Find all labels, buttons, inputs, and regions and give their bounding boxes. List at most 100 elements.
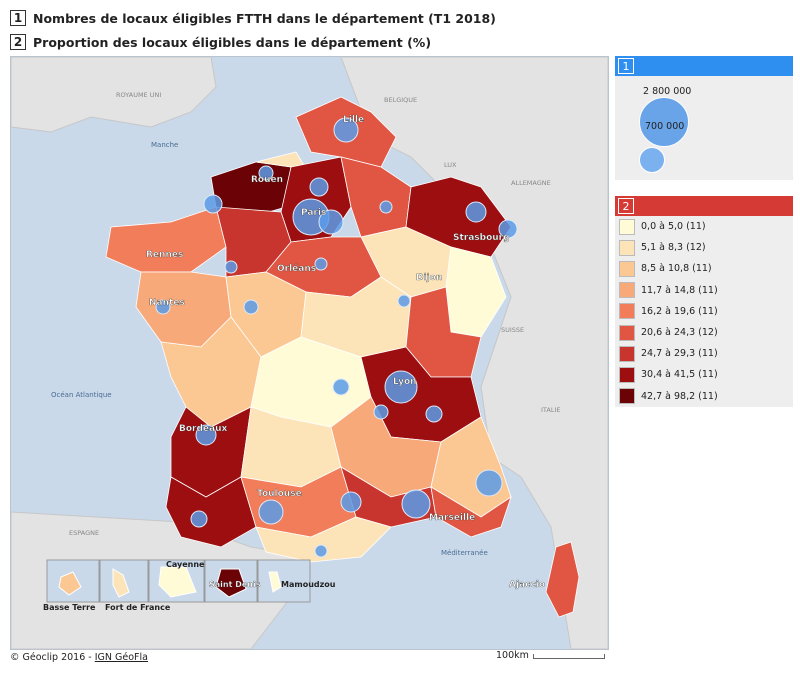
- city-marseille: Marseille: [429, 513, 475, 523]
- scale-bar: [533, 654, 605, 659]
- europe-land: [340, 57, 608, 649]
- legend-class-label: 11,7 à 14,8 (11): [641, 284, 718, 296]
- legend-class-label: 42,7 à 98,2 (11): [641, 390, 718, 402]
- scale-label: 100km: [496, 650, 529, 661]
- legend-2-number: 2: [618, 198, 634, 214]
- legend-swatch: [619, 324, 635, 341]
- city-ajaccio: Ajaccio: [509, 580, 545, 590]
- country-label-allemagne: ALLEMAGNE: [511, 179, 551, 187]
- bubble-montpellier: [340, 491, 362, 513]
- title-2: 2 Proportion des locaux éligibles dans l…: [10, 32, 431, 52]
- legend-2-header: 2: [615, 196, 793, 216]
- legend-class-label: 20,6 à 24,3 (12): [641, 327, 718, 339]
- map-canvas[interactable]: Manche Océan Atlantique Méditerranée ROY…: [11, 57, 608, 649]
- city-dijon: Dijon: [416, 273, 442, 283]
- bubbles: [155, 117, 518, 558]
- legend-swatch: [619, 239, 635, 256]
- ign-geofla-link[interactable]: IGN GéoFla: [94, 652, 148, 663]
- bubble-perpignan: [314, 544, 328, 558]
- title-1-number: 1: [10, 10, 26, 26]
- country-label-italie: ITALIE: [541, 406, 560, 414]
- bubble-nice: [475, 469, 503, 497]
- legend-class-label: 24,7 à 29,3 (11): [641, 348, 718, 360]
- bubble-orleans: [314, 257, 328, 271]
- bubble-bordeaux: [195, 424, 217, 446]
- bubble-st-etienne: [373, 404, 389, 420]
- france-map[interactable]: Manche Océan Atlantique Méditerranée ROY…: [10, 56, 609, 650]
- inset-label-basse-terre: Basse Terre: [43, 603, 96, 612]
- legend-panel-1: 1 2 800 000 700 000: [615, 56, 793, 180]
- bubble-paris-3: [309, 177, 329, 197]
- france-departments[interactable]: [105, 96, 580, 618]
- title-2-number: 2: [10, 34, 26, 50]
- bubble-marseille: [401, 489, 431, 519]
- bubble-paris-2: [318, 209, 344, 235]
- legend-1-big-value: 2 800 000: [643, 86, 692, 97]
- inset-label-mamoudzou: Mamoudzou: [281, 580, 336, 589]
- legend-1-big-circle: [639, 97, 689, 147]
- bubble-lyon: [384, 370, 418, 404]
- city-nantes: Nantes: [149, 298, 185, 308]
- inset-label-cayenne: Cayenne: [166, 560, 205, 569]
- legend-class-label: 30,4 à 41,5 (11): [641, 369, 718, 381]
- legend-class-row[interactable]: 24,7 à 29,3 (11): [615, 343, 793, 364]
- city-labels: Lille Rouen Paris Strasbourg Rennes Orlé…: [146, 115, 545, 590]
- legend-class-row[interactable]: 0,0 à 5,0 (11): [615, 216, 793, 237]
- title-2-text: Proportion des locaux éligibles dans le …: [33, 34, 432, 50]
- city-rouen: Rouen: [251, 175, 283, 185]
- bubble-le-mans: [224, 260, 238, 274]
- city-lyon: Lyon: [393, 377, 417, 387]
- city-bordeaux: Bordeaux: [179, 424, 228, 434]
- sea-label-atlantique: Océan Atlantique: [51, 391, 112, 399]
- bubble-nantes: [155, 299, 171, 315]
- bubble-toulouse: [258, 499, 284, 525]
- bubble-grenoble: [425, 405, 443, 423]
- legend-swatch: [619, 260, 635, 277]
- legend-swatch: [619, 282, 635, 299]
- legend-1-small-circle: [639, 147, 665, 173]
- inset-label-saint-denis: Saint Denis: [209, 580, 261, 589]
- city-toulouse: Toulouse: [257, 489, 302, 499]
- legend-class-row[interactable]: 20,6 à 24,3 (12): [615, 322, 793, 343]
- country-label-lux: LUX: [444, 161, 457, 169]
- uk-land: [11, 57, 217, 133]
- title-1: 1 Nombres de locaux éligibles FTTH dans …: [10, 8, 496, 28]
- bubble-lille: [333, 117, 359, 143]
- legend-1-header: 1: [615, 56, 793, 76]
- bubble-pau: [190, 510, 208, 528]
- legend-panel-2: 2 0,0 à 5,0 (11) 5,1 à 8,3 (12) 8,5 à 10,8…: [615, 196, 793, 407]
- city-strasbourg: Strasbourg: [453, 233, 510, 243]
- country-label-uk: ROYAUME UNI: [116, 91, 161, 99]
- legend-2-body: 0,0 à 5,0 (11) 5,1 à 8,3 (12) 8,5 à 10,8 (…: [615, 216, 793, 407]
- bubble-west-normandie: [203, 194, 223, 214]
- legend-class-label: 0,0 à 5,0 (11): [641, 221, 706, 233]
- city-lille: Lille: [343, 115, 364, 125]
- title-1-text: Nombres de locaux éligibles FTTH dans le…: [33, 10, 496, 26]
- legend-1-body: 2 800 000 700 000: [615, 76, 793, 180]
- bubble-tours: [243, 299, 259, 315]
- legend-swatch: [619, 303, 635, 320]
- legend-class-row[interactable]: 16,2 à 19,6 (11): [615, 301, 793, 322]
- copyright-text: © Géoclip 2016 -: [10, 652, 95, 663]
- legend-class-label: 5,1 à 8,3 (12): [641, 242, 706, 254]
- legend-1-small-value: 700 000: [645, 121, 685, 132]
- legend-class-row[interactable]: 42,7 à 98,2 (11): [615, 386, 793, 407]
- legend-class-row[interactable]: 5,1 à 8,3 (12): [615, 237, 793, 258]
- city-rennes: Rennes: [146, 250, 183, 260]
- overseas-insets[interactable]: Basse Terre Fort de France Cayenne Saint…: [43, 559, 336, 612]
- legend-swatch: [619, 345, 635, 362]
- sea-label-mediterranee: Méditerranée: [441, 549, 488, 557]
- bubble-rouen: [258, 165, 274, 181]
- bubble-reims: [379, 200, 393, 214]
- bubble-dijon: [397, 294, 411, 308]
- bubble-clermont: [332, 378, 350, 396]
- legend-swatch: [619, 218, 635, 235]
- copyright: © Géoclip 2016 - IGN GéoFla: [10, 652, 148, 663]
- legend-class-label: 16,2 à 19,6 (11): [641, 305, 718, 317]
- country-label-belgique: BELGIQUE: [384, 96, 417, 104]
- inset-mayotte-frame: [257, 559, 311, 603]
- legend-class-row[interactable]: 30,4 à 41,5 (11): [615, 364, 793, 385]
- legend-class-row[interactable]: 11,7 à 14,8 (11): [615, 280, 793, 301]
- inset-label-fort-de-france: Fort de France: [105, 603, 171, 612]
- legend-class-row[interactable]: 8,5 à 10,8 (11): [615, 258, 793, 279]
